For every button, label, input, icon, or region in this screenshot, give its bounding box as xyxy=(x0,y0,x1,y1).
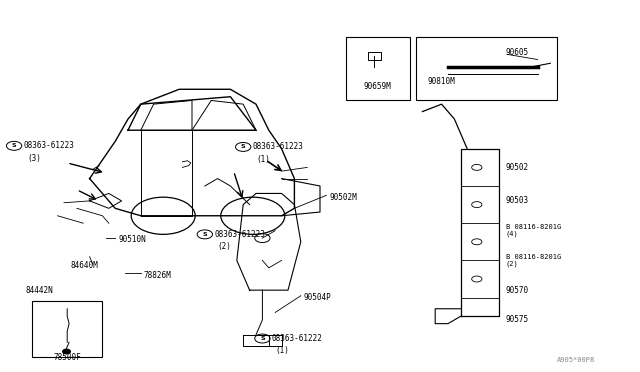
Text: 90510N: 90510N xyxy=(118,235,146,244)
Text: S: S xyxy=(12,143,17,148)
Text: 90503: 90503 xyxy=(506,196,529,205)
Text: (3): (3) xyxy=(27,154,41,163)
Bar xyxy=(368,52,381,60)
Text: S: S xyxy=(260,336,265,341)
Text: 08363-61222: 08363-61222 xyxy=(272,334,323,343)
Text: B 08116-8201G
(2): B 08116-8201G (2) xyxy=(506,254,561,267)
Text: (1): (1) xyxy=(256,155,270,164)
Text: 90570: 90570 xyxy=(506,286,529,295)
Text: S: S xyxy=(241,144,246,150)
Text: 08363-61223: 08363-61223 xyxy=(214,230,265,239)
Bar xyxy=(346,37,410,100)
Text: 90659M: 90659M xyxy=(364,82,392,91)
Text: 08363-61223: 08363-61223 xyxy=(253,142,303,151)
Text: 90502M: 90502M xyxy=(330,193,357,202)
Text: S: S xyxy=(202,232,207,237)
Text: A905*00P8: A905*00P8 xyxy=(557,357,595,363)
Text: 90605: 90605 xyxy=(506,48,529,57)
Text: 78500F: 78500F xyxy=(53,353,81,362)
Text: 84640M: 84640M xyxy=(70,262,98,270)
Text: 90810M: 90810M xyxy=(428,77,455,86)
Text: 84442N: 84442N xyxy=(26,286,53,295)
Circle shape xyxy=(63,349,70,354)
Text: 90504P: 90504P xyxy=(304,293,332,302)
Bar xyxy=(416,37,557,100)
Text: 08363-61223: 08363-61223 xyxy=(24,141,74,150)
Text: (1): (1) xyxy=(275,346,289,355)
Text: 90575: 90575 xyxy=(506,315,529,324)
Text: B 08116-8201G
(4): B 08116-8201G (4) xyxy=(506,224,561,237)
Bar xyxy=(32,301,102,357)
Text: 78826M: 78826M xyxy=(144,271,172,280)
Text: (2): (2) xyxy=(218,242,232,251)
Text: 90502: 90502 xyxy=(506,163,529,172)
